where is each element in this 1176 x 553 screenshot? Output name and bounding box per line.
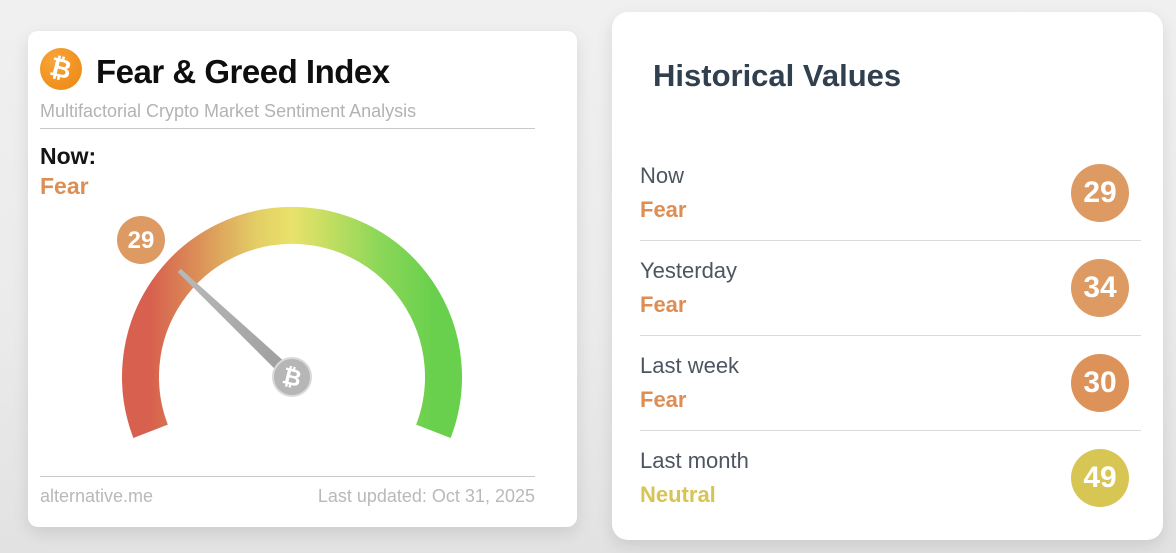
- now-classification: Fear: [40, 173, 89, 199]
- period-label: Now: [640, 163, 685, 188]
- bitcoin-icon: ₿: [40, 48, 82, 90]
- bitcoin-glyph: ₿: [47, 51, 75, 87]
- history-row-now: Now Fear 29: [640, 146, 1141, 241]
- history-row-yesterday: Yesterday Fear 34: [640, 241, 1141, 336]
- period-label: Last week: [640, 353, 740, 378]
- last-updated-text: Last updated: Oct 31, 2025: [317, 486, 535, 506]
- gauge-card-footer: alternative.me Last updated: Oct 31, 202…: [40, 486, 535, 507]
- historical-rows: Now Fear 29 Yesterday Fear 34 Last week …: [640, 146, 1141, 525]
- classification-label: Fear: [640, 292, 687, 317]
- value-badge: 30: [1071, 354, 1129, 412]
- value-badge: 34: [1071, 259, 1129, 317]
- gauge-arc: [122, 206, 462, 438]
- gauge-hub: [272, 357, 312, 397]
- gauge-needle: [177, 268, 298, 384]
- historical-values-card: Historical Values Now Fear 29 Yesterday …: [612, 12, 1163, 540]
- gauge-hub-bitcoin-icon: ₿: [280, 363, 304, 393]
- period-label: Last month: [640, 448, 749, 473]
- value-badge: 29: [1071, 164, 1129, 222]
- now-label: Now:: [40, 143, 97, 169]
- classification-label: Neutral: [640, 482, 716, 507]
- value-badge: 49: [1071, 449, 1129, 507]
- gauge-value-badge-circle: [117, 216, 165, 264]
- fear-greed-widget-card: ₿ Fear & Greed Index Multifactorial Cryp…: [28, 31, 577, 527]
- source-link[interactable]: alternative.me: [40, 486, 154, 506]
- historical-values-title: Historical Values: [653, 58, 902, 93]
- classification-label: Fear: [640, 387, 687, 412]
- history-row-last-week: Last week Fear 30: [640, 336, 1141, 431]
- header-divider: [40, 128, 535, 129]
- history-row-last-month: Last month Neutral 49: [640, 431, 1141, 525]
- gauge-value-badge-text: 29: [128, 227, 155, 254]
- footer-divider: [40, 476, 535, 477]
- period-label: Yesterday: [640, 258, 738, 283]
- widget-title: Fear & Greed Index: [96, 53, 390, 90]
- widget-subtitle: Multifactorial Crypto Market Sentiment A…: [40, 101, 417, 121]
- classification-label: Fear: [640, 197, 687, 222]
